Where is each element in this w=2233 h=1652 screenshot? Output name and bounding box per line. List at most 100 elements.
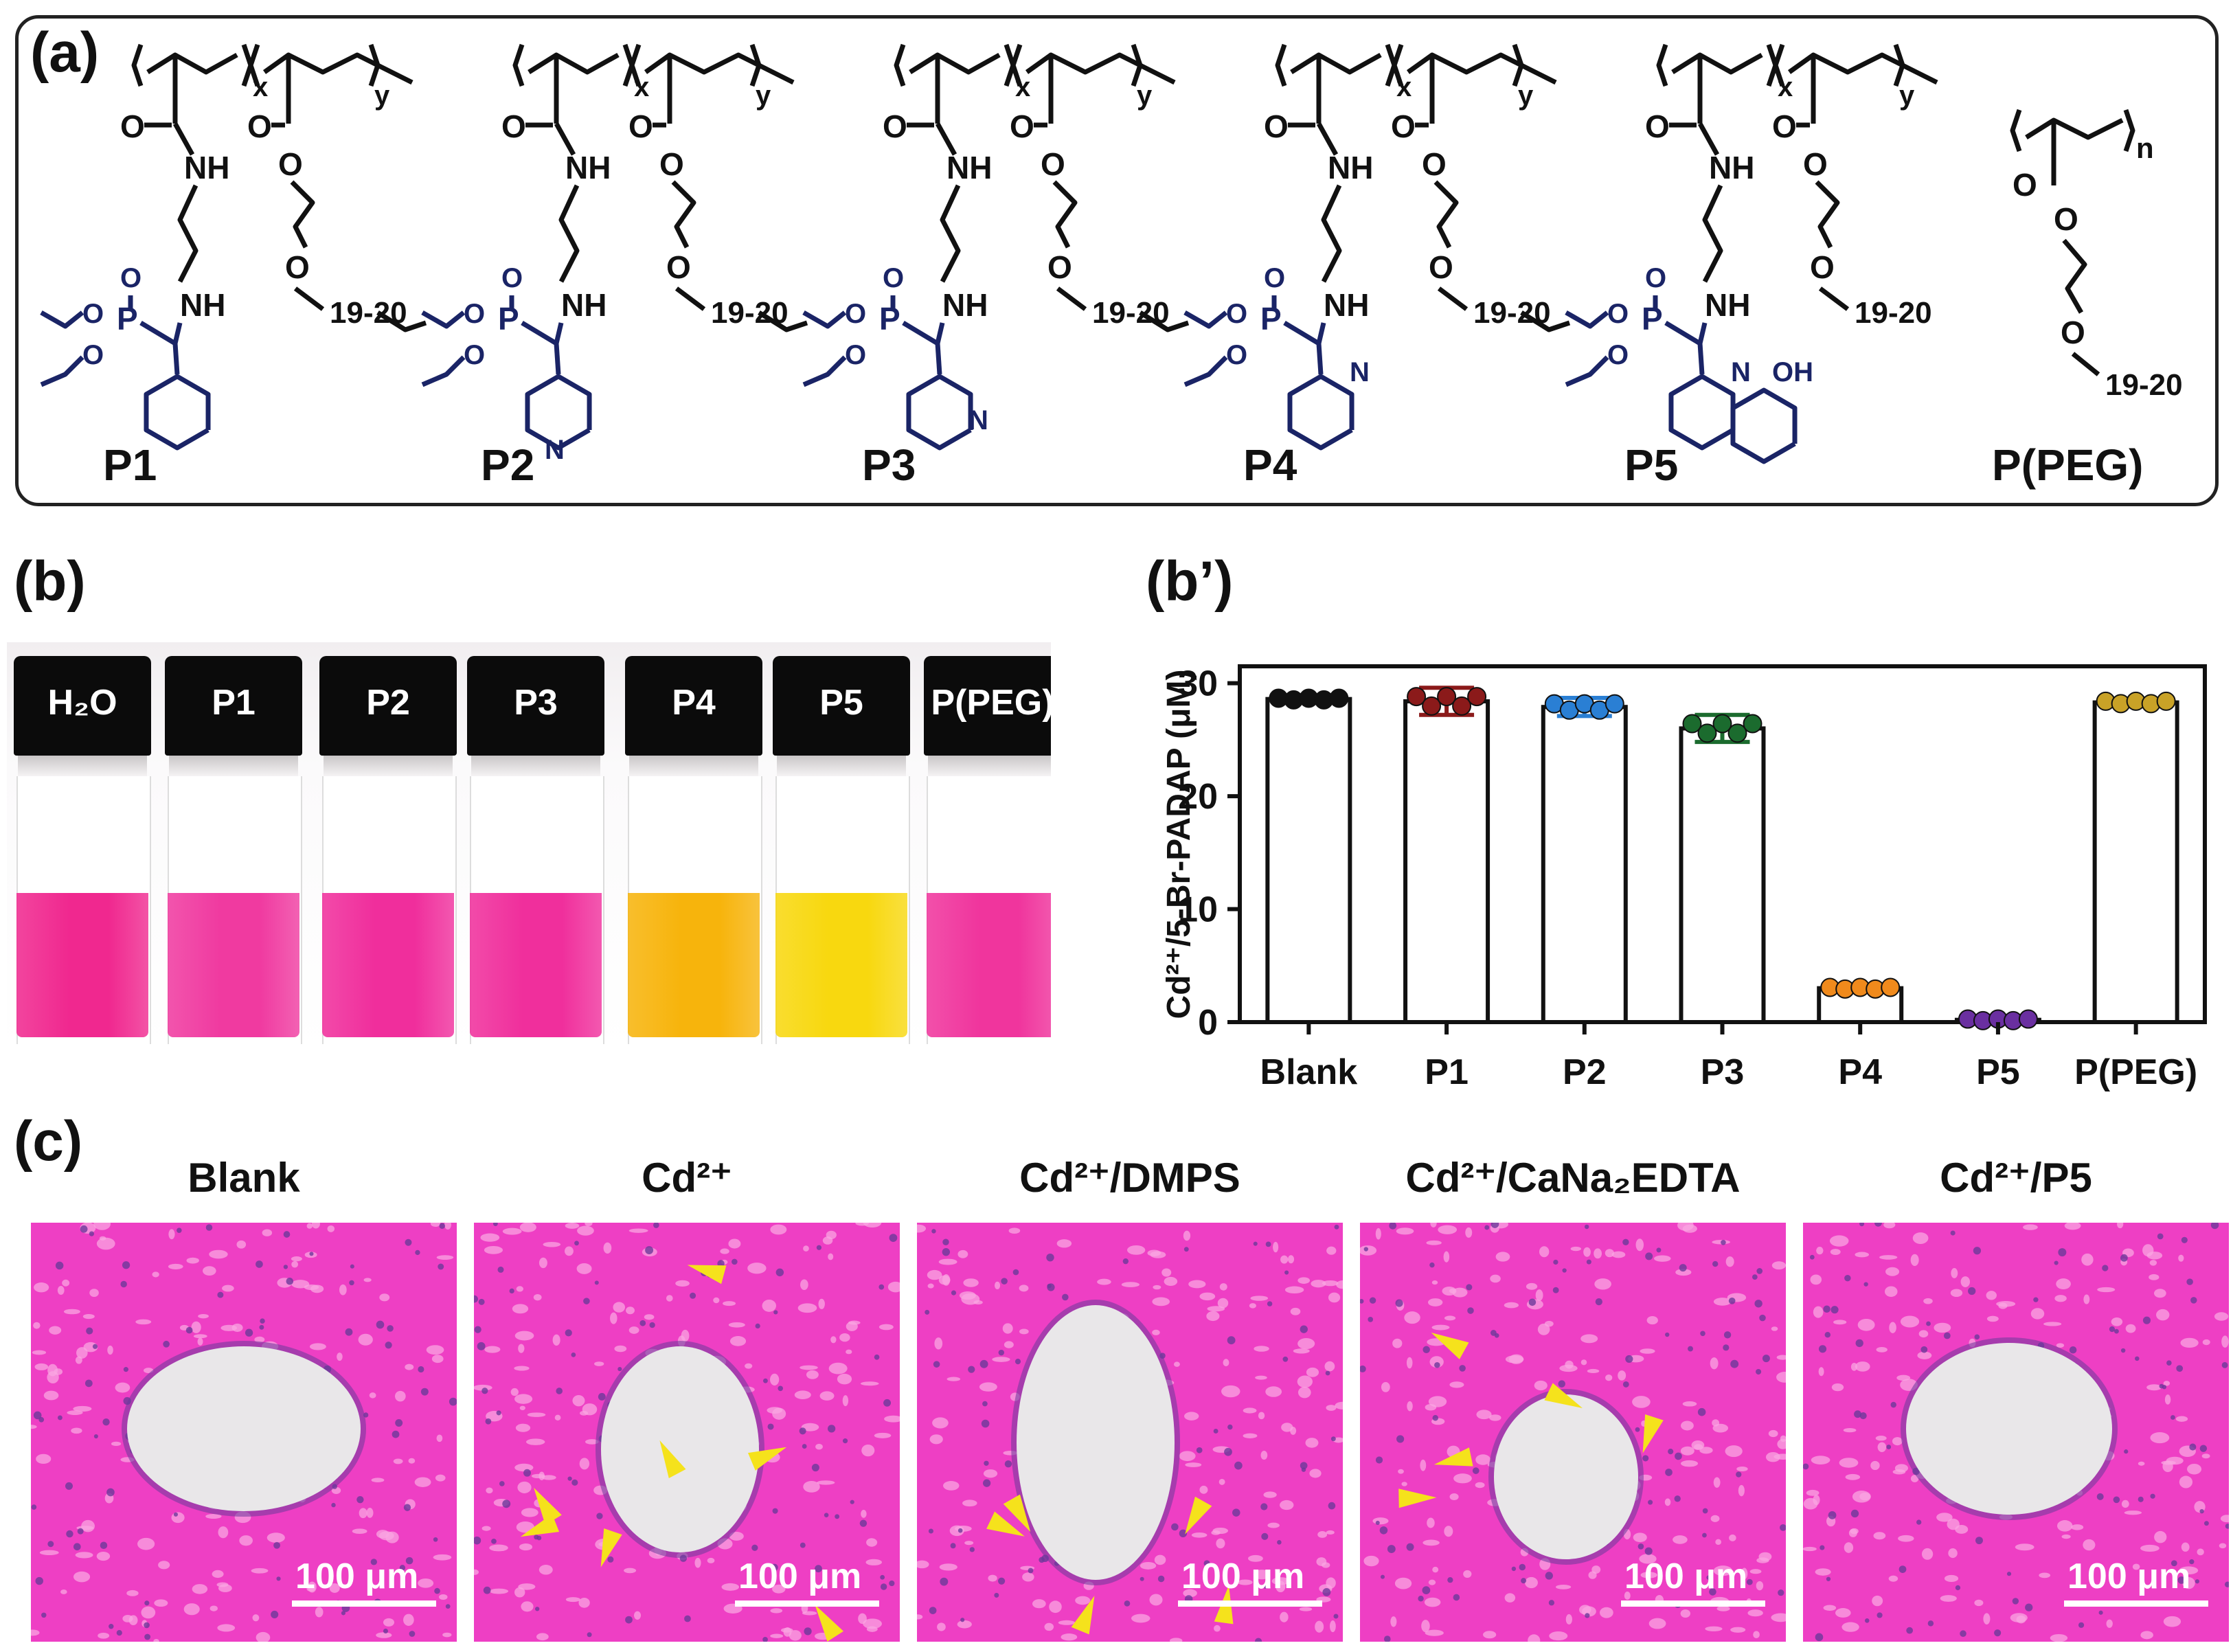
arrowhead-marker xyxy=(1398,1489,1437,1508)
tissue-spot xyxy=(489,1544,508,1552)
nucleus xyxy=(2159,1383,2164,1389)
vial-cap xyxy=(14,656,151,756)
tissue-spot xyxy=(1126,1245,1146,1255)
atom-o: O xyxy=(464,340,485,370)
nucleus xyxy=(942,1238,949,1245)
data-point xyxy=(1467,687,1487,707)
tissue-spot xyxy=(803,1245,809,1252)
tissue-spot xyxy=(1835,1608,1851,1618)
tissue-spot xyxy=(1741,1568,1748,1580)
nucleus xyxy=(1746,1579,1753,1585)
nucleus xyxy=(835,1514,840,1519)
tissue-spot xyxy=(723,1301,736,1306)
data-point xyxy=(1697,723,1717,743)
tissue-spot xyxy=(2156,1309,2170,1321)
nucleus xyxy=(283,1265,288,1269)
tissue-spot xyxy=(60,1589,67,1594)
tissue-spot xyxy=(1900,1315,1920,1328)
tissue-spot xyxy=(1449,1381,1464,1388)
tissue-spot xyxy=(1811,1456,1830,1464)
tissue-spot xyxy=(1425,1403,1437,1411)
tissue-spot xyxy=(1169,1638,1183,1642)
tissue-spot xyxy=(1404,1311,1420,1324)
tissue-spot xyxy=(514,1366,530,1371)
vial-liquid xyxy=(775,893,907,1037)
tissue-spot xyxy=(1565,1360,1574,1369)
tissue-spot xyxy=(624,1568,637,1574)
bond xyxy=(293,286,325,311)
nucleus xyxy=(583,1298,590,1304)
nucleus xyxy=(933,1361,940,1368)
nucleus xyxy=(1227,1336,1236,1345)
nucleus xyxy=(1422,1346,1430,1354)
bond xyxy=(172,322,183,344)
tissue-spot xyxy=(1328,1292,1341,1303)
tissue-spot xyxy=(1680,1446,1694,1456)
nucleus xyxy=(392,1430,400,1438)
polymer-label: P4 xyxy=(1243,440,1297,490)
tissue-spot xyxy=(1844,1542,1854,1553)
tissue-spot xyxy=(822,1236,833,1245)
tissue-spot xyxy=(1777,1438,1786,1449)
tissue-spot xyxy=(309,1343,326,1350)
tissue-spot xyxy=(1260,1451,1268,1460)
nucleus xyxy=(2170,1560,2177,1567)
peg-chain xyxy=(1433,180,1459,249)
tissue-spot xyxy=(1297,1375,1313,1388)
nucleus xyxy=(1688,1346,1693,1352)
bond xyxy=(1437,286,1469,311)
tissue-spot xyxy=(1253,1570,1271,1580)
tissue-spot xyxy=(2154,1530,2167,1543)
nucleus xyxy=(2078,1622,2085,1628)
tissue-spot xyxy=(1326,1246,1337,1255)
tissue-spot xyxy=(1392,1338,1403,1348)
tissue-spot xyxy=(203,1266,216,1276)
histology-image xyxy=(1803,1223,2229,1642)
tissue-spot xyxy=(1221,1385,1240,1398)
nucleus xyxy=(385,1342,392,1349)
tissue-spot xyxy=(628,1228,648,1233)
vial: P(PEG) xyxy=(924,642,1051,1054)
nucleus xyxy=(607,1556,614,1563)
tissue-spot xyxy=(339,1284,347,1295)
tissue-spot xyxy=(1273,1241,1279,1253)
propyl-chain xyxy=(1321,184,1342,283)
nucleus xyxy=(2069,1346,2077,1354)
ethyl xyxy=(802,355,847,387)
tissue-spot xyxy=(1206,1311,1220,1322)
atom-o: O xyxy=(278,146,303,182)
bond xyxy=(902,320,939,346)
ethyl xyxy=(421,355,466,387)
nucleus xyxy=(31,1504,37,1510)
tissue-spot xyxy=(1917,1351,1932,1359)
nucleus xyxy=(1157,1575,1165,1583)
tissue-spot xyxy=(1640,1572,1657,1579)
tissue-spot xyxy=(525,1438,545,1445)
nucleus xyxy=(534,1535,539,1540)
tissue-spot xyxy=(1765,1451,1780,1462)
tissue-spot xyxy=(666,1295,673,1302)
histology-title: Cd²⁺/DMPS xyxy=(1019,1155,1240,1201)
tissue-spot xyxy=(1424,1597,1441,1607)
nucleus xyxy=(492,1223,498,1227)
nucleus xyxy=(2006,1572,2012,1576)
nucleus xyxy=(370,1559,378,1565)
x-tick-label: Blank xyxy=(1260,1052,1358,1092)
tissue-spot xyxy=(527,1412,546,1417)
nucleus xyxy=(1906,1627,1914,1634)
tissue-spot xyxy=(209,1605,218,1611)
tissue-spot xyxy=(252,1614,260,1622)
atom-n: N xyxy=(1731,357,1751,387)
arrowhead-marker xyxy=(747,1447,787,1471)
nucleus xyxy=(1863,1282,1868,1287)
nucleus xyxy=(1012,1269,1019,1276)
nucleus xyxy=(1422,1586,1431,1595)
scale-bar xyxy=(292,1600,436,1607)
nucleus xyxy=(684,1615,691,1622)
nucleus xyxy=(1809,1254,1815,1260)
tissue-spot xyxy=(577,1225,594,1236)
tissue-spot xyxy=(1032,1599,1046,1609)
nucleus xyxy=(732,1258,738,1265)
nucleus xyxy=(1183,1247,1189,1252)
tissue-spot xyxy=(435,1474,446,1482)
